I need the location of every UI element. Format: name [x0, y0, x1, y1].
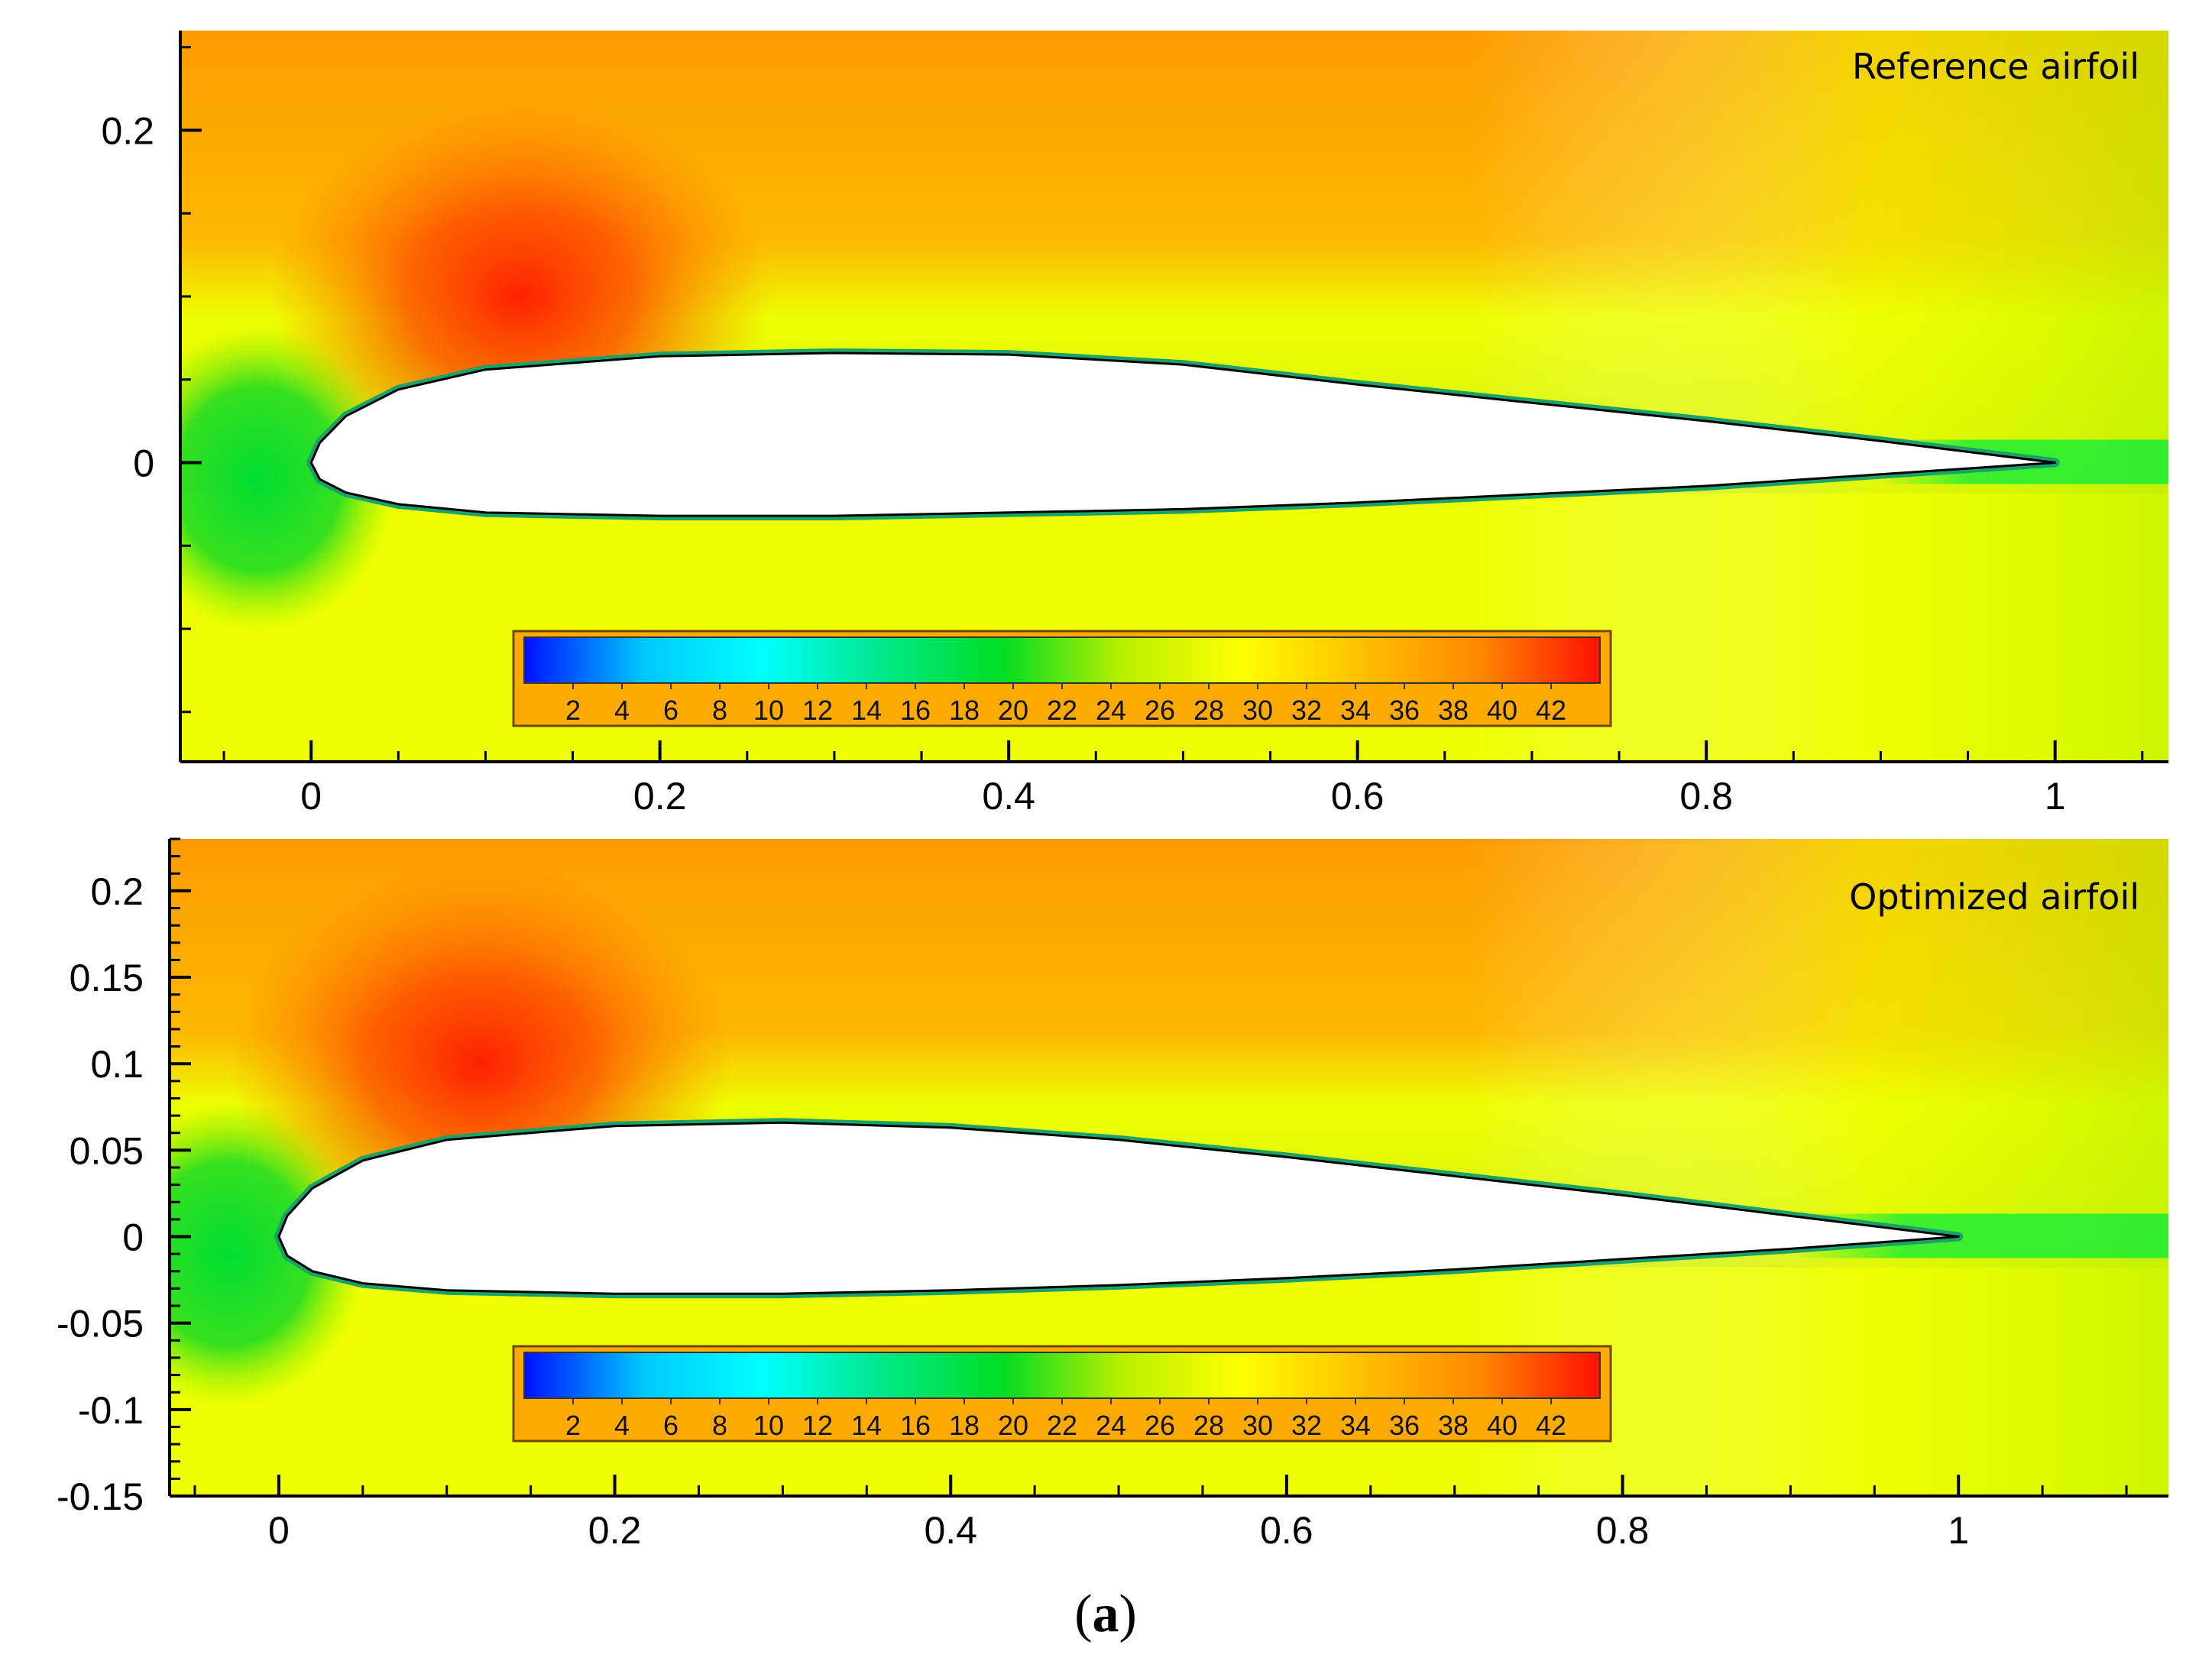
panel-title: Reference airfoil [1852, 46, 2139, 87]
colorbar-tick-label: 16 [900, 1410, 931, 1441]
colorbar-tick-label: 20 [998, 695, 1028, 726]
contour-field [180, 31, 2168, 762]
colorbar-tick-label: 42 [1536, 1410, 1566, 1441]
y-tick-label: -0.05 [57, 1303, 144, 1346]
y-tick-label: -0.15 [57, 1475, 144, 1518]
caption-open: ( [1074, 1585, 1092, 1643]
contour-field [170, 839, 2168, 1496]
colorbar-tick-label: 20 [998, 1410, 1028, 1441]
x-tick-label: 0.4 [982, 775, 1035, 818]
colorbar-tick-label: 2 [565, 695, 581, 726]
colorbar-tick-label: 8 [712, 1410, 727, 1441]
colorbar-tick-label: 26 [1145, 1410, 1175, 1441]
colorbar-tick-label: 32 [1291, 1410, 1322, 1441]
y-tick-label: 0 [122, 1216, 144, 1259]
y-tick-label: 0.2 [101, 110, 154, 153]
colorbar-tick-label: 10 [753, 1410, 784, 1441]
colorbar-tick-label: 4 [614, 1410, 630, 1441]
colorbar-tick-label: 22 [1047, 695, 1077, 726]
x-tick-label: 0.6 [1260, 1509, 1313, 1552]
colorbar-tick-label: 12 [802, 1410, 833, 1441]
x-tick-label: 0 [268, 1509, 290, 1552]
colorbar-tick-label: 38 [1438, 1410, 1469, 1441]
colorbar-tick-label: 28 [1193, 1410, 1224, 1441]
colorbar-tick-label: 4 [614, 695, 630, 726]
panel-title: Optimized airfoil [1849, 876, 2139, 918]
colorbar-tick-label: 32 [1291, 695, 1322, 726]
colorbar-gradient [523, 636, 1601, 684]
x-tick-label: 0.4 [924, 1509, 977, 1552]
colorbar-tick-label: 18 [949, 1410, 980, 1441]
colorbar: 2 4 6 8 10 12 14 16 18 20 22 24 26 28 30 32 34 36 38 40 42 [512, 630, 1612, 727]
x-tick-label: 0.8 [1679, 775, 1733, 818]
airfoil-shape [309, 351, 2057, 517]
colorbar-tick-label: 10 [753, 695, 784, 726]
x-tick-label: 0.8 [1596, 1509, 1650, 1552]
x-tick-label: 0 [300, 775, 322, 818]
colorbar-tick-label: 8 [712, 695, 727, 726]
colorbar-tick-label: 40 [1487, 1410, 1517, 1441]
colorbar-tick-label: 40 [1487, 695, 1517, 726]
colorbar-tick-label: 12 [802, 695, 833, 726]
optimized-airfoil-panel: 0 0.2 0.4 0.6 0.8 1 -0.15 -0.1 -0.05 0 0.05 0.1 0.15… [57, 837, 2168, 1552]
colorbar-tick-label: 34 [1340, 1410, 1371, 1441]
colorbar-tick-label: 30 [1242, 1410, 1273, 1441]
colorbar-tick-label: 30 [1242, 695, 1273, 726]
colorbar-tick-label: 26 [1145, 695, 1175, 726]
x-tick-label: 0.6 [1331, 775, 1385, 818]
y-tick-label: 0 [133, 442, 154, 485]
colorbar-tick-label: 38 [1438, 695, 1469, 726]
colorbar-tick-label: 14 [851, 695, 882, 726]
colorbar-tick-label: 36 [1389, 1410, 1420, 1441]
y-tick-label: 0.15 [70, 957, 144, 999]
y-tick-label: 0.1 [90, 1043, 144, 1086]
colorbar-tick-label: 6 [663, 1410, 678, 1441]
colorbar-tick-label: 24 [1096, 1410, 1126, 1441]
x-tick-label: 1 [1948, 1509, 1969, 1552]
colorbar-gradient [523, 1352, 1601, 1399]
colorbar-tick-label: 34 [1340, 695, 1371, 726]
colorbar-tick-label: 6 [663, 695, 678, 726]
colorbar-tick-label: 16 [900, 695, 931, 726]
y-tick-label: 0.2 [90, 870, 144, 913]
x-tick-label: 0.2 [633, 775, 687, 818]
airfoil-shape [277, 1121, 1960, 1295]
x-tick-label: 0.2 [588, 1509, 642, 1552]
figure-caption: (a) [1074, 1585, 1137, 1643]
colorbar-tick-label: 2 [565, 1410, 581, 1441]
colorbar-tick-label: 18 [949, 695, 980, 726]
colorbar-tick-label: 14 [851, 1410, 882, 1441]
y-tick-label: -0.1 [78, 1389, 144, 1432]
colorbar-tick-label: 42 [1536, 695, 1566, 726]
caption-letter: a [1093, 1585, 1119, 1643]
colorbar-tick-label: 22 [1047, 1410, 1077, 1441]
colorbar-tick-label: 24 [1096, 695, 1126, 726]
colorbar: 2 4 6 8 10 12 14 16 18 20 22 24 26 28 30 32 34 36 38 40 42 [512, 1345, 1612, 1443]
caption-close: ) [1119, 1585, 1137, 1643]
y-tick-label: 0.05 [70, 1129, 144, 1172]
colorbar-tick-label: 28 [1193, 695, 1224, 726]
x-tick-label: 1 [2045, 775, 2066, 818]
colorbar-tick-label: 36 [1389, 695, 1420, 726]
